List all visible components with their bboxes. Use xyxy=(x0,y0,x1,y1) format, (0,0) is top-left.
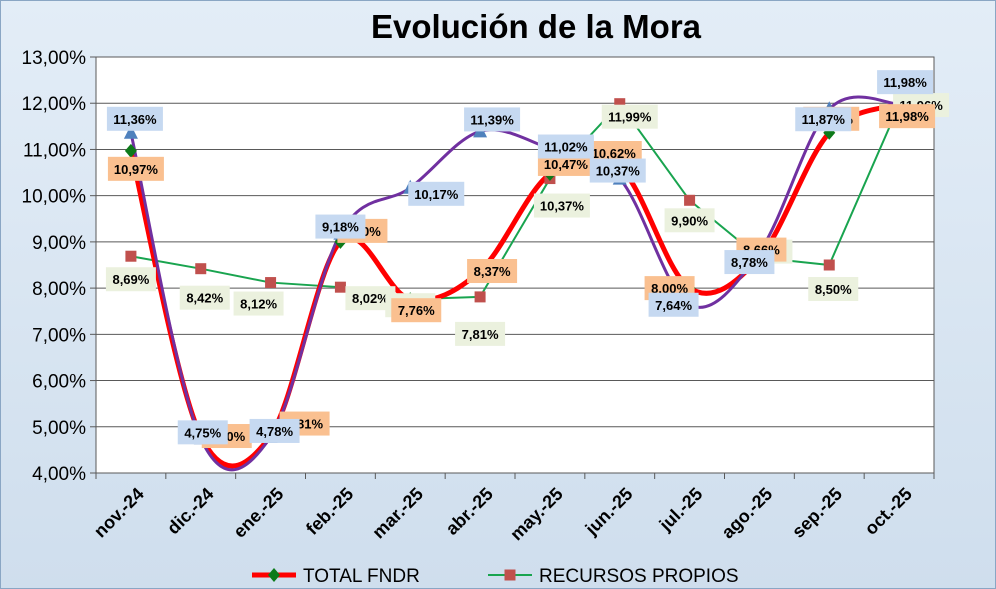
data-label: 11,02% xyxy=(544,140,588,155)
data-label: 11,87% xyxy=(802,112,846,127)
data-label: 10,62% xyxy=(592,146,637,161)
series-3-point xyxy=(123,124,138,139)
x-tick-label: nov.-24 xyxy=(90,484,148,542)
data-label: 8,78% xyxy=(731,255,768,270)
data-label-box xyxy=(808,277,859,301)
data-label-box xyxy=(533,193,590,218)
data-label-box xyxy=(795,107,852,132)
data-label-box xyxy=(106,106,163,131)
data-label: 11,36% xyxy=(113,112,157,127)
x-tick-label: feb.-25 xyxy=(302,484,357,539)
series-2-point xyxy=(823,259,835,271)
data-label: 10,97% xyxy=(114,162,159,177)
legend-marker-1 xyxy=(268,568,280,582)
series-2-point xyxy=(125,250,137,262)
y-tick-label: 7,00% xyxy=(32,325,86,346)
data-label-box xyxy=(455,321,506,346)
y-tick-label: 11,00% xyxy=(23,140,86,161)
data-label: 10,17% xyxy=(414,187,459,202)
data-label-box xyxy=(879,104,936,129)
legend-marker-2 xyxy=(504,569,516,581)
x-tick-label: jun.-25 xyxy=(581,484,637,540)
y-tick-label: 8,00% xyxy=(32,279,86,300)
data-label-box xyxy=(648,292,699,317)
data-label-box xyxy=(589,158,646,183)
data-label-box xyxy=(179,285,230,310)
data-label-box xyxy=(464,107,521,132)
series-2-point xyxy=(614,98,626,110)
data-label: 10,47% xyxy=(544,157,589,172)
data-label: 8,12% xyxy=(240,297,277,312)
data-label: 7,81% xyxy=(462,327,499,342)
data-label: 8,69% xyxy=(112,272,149,287)
data-label: 7,76% xyxy=(398,303,435,318)
data-label-box xyxy=(664,208,715,233)
data-label: 7,64% xyxy=(655,298,692,313)
data-label: 4,78% xyxy=(256,424,293,439)
data-label-box xyxy=(233,291,284,316)
series-2-point xyxy=(334,281,346,293)
y-tick-label: 12,00% xyxy=(22,94,87,115)
x-tick-label: jul.-25 xyxy=(655,484,707,536)
x-tick-label: abr.-25 xyxy=(442,484,497,539)
data-label-box xyxy=(315,214,366,239)
x-tick-label: oct.-25 xyxy=(861,484,916,539)
data-label: 8,02% xyxy=(352,291,389,306)
data-label-box xyxy=(537,134,594,159)
y-tick-label: 5,00% xyxy=(32,418,86,439)
x-tick-label: ene.-25 xyxy=(229,484,287,542)
chart-title: Evolución de la Mora xyxy=(370,8,702,45)
x-tick-label: ago.-25 xyxy=(718,484,777,543)
data-label: 8,00% xyxy=(651,281,688,296)
series-2-point xyxy=(265,277,277,289)
y-tick-label: 10,00% xyxy=(22,187,87,208)
x-tick-label: mar.-25 xyxy=(368,484,427,543)
data-label: 11,39% xyxy=(470,112,514,127)
data-label: 11,98% xyxy=(885,109,929,124)
data-label: 10,37% xyxy=(596,164,641,179)
y-tick-label: 4,00% xyxy=(32,464,86,485)
data-label-box xyxy=(107,156,164,181)
series-2-point xyxy=(474,291,486,303)
data-label: 11,99% xyxy=(608,110,652,125)
data-label: 4,75% xyxy=(184,425,221,440)
data-label-box xyxy=(105,267,156,292)
data-label-box xyxy=(408,181,465,206)
data-label: 10,37% xyxy=(540,199,585,214)
data-label-box xyxy=(177,420,228,445)
data-label: 8,37% xyxy=(474,264,511,279)
x-tick-label: dic.-24 xyxy=(163,484,217,538)
data-label-box xyxy=(391,298,442,323)
data-label: 8,50% xyxy=(815,282,852,297)
y-tick-label: 6,00% xyxy=(32,372,86,393)
series-1-point xyxy=(124,143,137,158)
data-label: 9,90% xyxy=(671,213,708,228)
x-tick-label: sep.-25 xyxy=(788,484,846,542)
legend-label-1: TOTAL FNDR xyxy=(303,566,420,587)
x-tick-label: may.-25 xyxy=(506,484,567,545)
data-label: 8,42% xyxy=(186,291,223,306)
data-label: 9,18% xyxy=(322,220,359,235)
data-label-box xyxy=(601,104,658,129)
data-label-box xyxy=(877,70,934,95)
series-2-point xyxy=(684,194,696,206)
y-tick-label: 13,00% xyxy=(22,48,87,69)
data-label: 11,98% xyxy=(883,75,927,90)
y-tick-label: 9,00% xyxy=(32,233,86,254)
data-label-box xyxy=(467,259,518,284)
series-2-point xyxy=(195,263,207,275)
legend-label-2: RECURSOS PROPIOS xyxy=(539,566,739,587)
data-label-box xyxy=(724,250,775,275)
data-label-box xyxy=(249,418,300,443)
